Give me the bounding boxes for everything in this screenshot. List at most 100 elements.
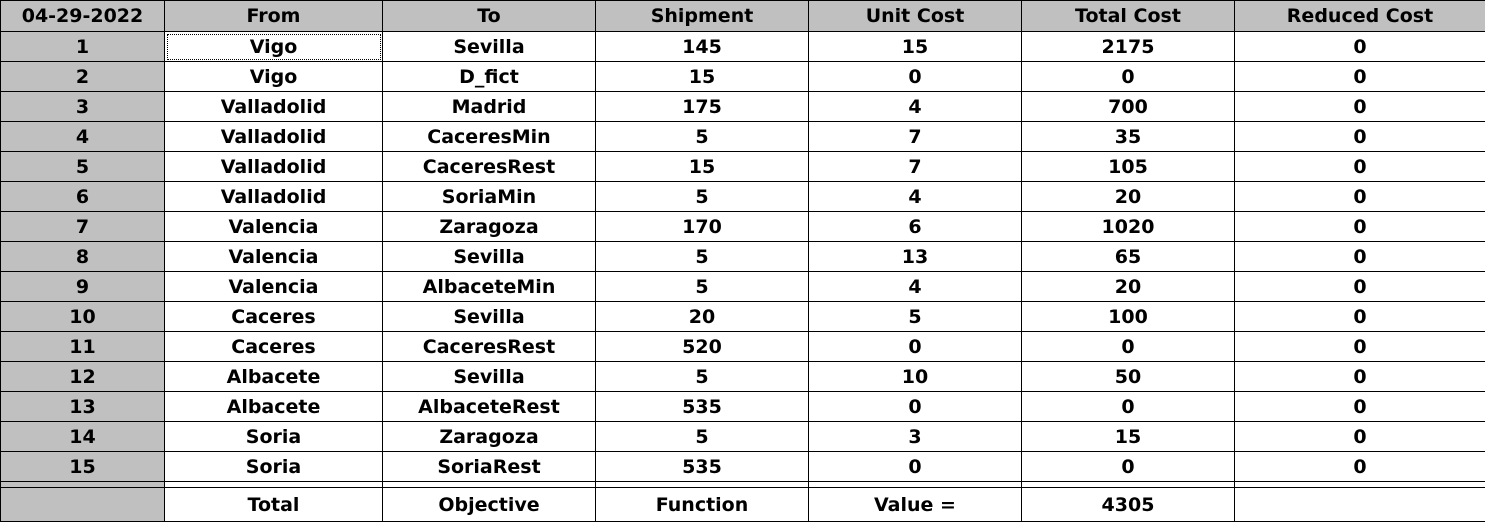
cell-to[interactable]: Sevilla (382, 241, 596, 272)
row-header[interactable] (0, 487, 165, 522)
cell-from[interactable]: Valladolid (164, 181, 383, 212)
cell-shipment[interactable]: 20 (595, 301, 809, 332)
row-number[interactable]: 2 (0, 61, 165, 92)
cell-from[interactable]: Valladolid (164, 91, 383, 122)
cell-from[interactable]: Valencia (164, 241, 383, 272)
cell-total-cost[interactable]: 20 (1021, 271, 1235, 302)
cell-unit-cost[interactable]: 6 (808, 211, 1022, 242)
total-label[interactable]: Total (164, 487, 383, 522)
cell-unit-cost[interactable]: 4 (808, 91, 1022, 122)
row-number[interactable]: 15 (0, 451, 165, 482)
cell-to[interactable]: Sevilla (382, 31, 596, 62)
cell-to[interactable]: AlbaceteMin (382, 271, 596, 302)
cell-unit-cost[interactable]: 0 (808, 331, 1022, 362)
cell-from[interactable]: Soria (164, 421, 383, 452)
cell-shipment[interactable]: 5 (595, 241, 809, 272)
cell-shipment[interactable]: 535 (595, 391, 809, 422)
row-number[interactable]: 10 (0, 301, 165, 332)
row-number[interactable]: 4 (0, 121, 165, 152)
cell-to[interactable]: Sevilla (382, 301, 596, 332)
row-number[interactable]: 5 (0, 151, 165, 182)
cell-reduced-cost[interactable]: 0 (1234, 331, 1485, 362)
cell-from[interactable]: Valladolid (164, 151, 383, 182)
cell-shipment[interactable]: 520 (595, 331, 809, 362)
cell-to[interactable]: CaceresRest (382, 151, 596, 182)
cell-total-cost[interactable]: 700 (1021, 91, 1235, 122)
cell-shipment[interactable]: 145 (595, 31, 809, 62)
cell-unit-cost[interactable]: 10 (808, 361, 1022, 392)
cell-unit-cost[interactable]: 5 (808, 301, 1022, 332)
cell-total-cost[interactable]: 0 (1021, 391, 1235, 422)
cell-total-cost[interactable]: 1020 (1021, 211, 1235, 242)
column-header-total-cost[interactable]: Total Cost (1021, 0, 1235, 32)
row-number[interactable]: 9 (0, 271, 165, 302)
cell-to[interactable]: Sevilla (382, 361, 596, 392)
cell-to[interactable]: Madrid (382, 91, 596, 122)
cell-shipment[interactable]: 5 (595, 181, 809, 212)
cell-total-cost[interactable]: 15 (1021, 421, 1235, 452)
cell-total-cost[interactable]: 50 (1021, 361, 1235, 392)
function-label[interactable]: Function (595, 487, 809, 522)
cell-reduced-cost[interactable]: 0 (1234, 91, 1485, 122)
column-header-shipment[interactable]: Shipment (595, 0, 809, 32)
cell-from[interactable]: Vigo (164, 31, 383, 62)
cell-reduced-cost[interactable]: 0 (1234, 31, 1485, 62)
cell-total-cost[interactable]: 65 (1021, 241, 1235, 272)
cell-to[interactable]: Zaragoza (382, 211, 596, 242)
cell-from[interactable]: Valladolid (164, 121, 383, 152)
cell-from[interactable]: Soria (164, 451, 383, 482)
row-number[interactable]: 3 (0, 91, 165, 122)
cell-reduced-cost[interactable]: 0 (1234, 151, 1485, 182)
cell-from[interactable]: Caceres (164, 331, 383, 362)
cell-reduced-cost[interactable]: 0 (1234, 61, 1485, 92)
cell-shipment[interactable]: 5 (595, 361, 809, 392)
row-number[interactable]: 6 (0, 181, 165, 212)
cell-unit-cost[interactable]: 0 (808, 61, 1022, 92)
row-number[interactable]: 1 (0, 31, 165, 62)
cell-unit-cost[interactable]: 13 (808, 241, 1022, 272)
value-label[interactable]: Value = (808, 487, 1022, 522)
column-header-to[interactable]: To (382, 0, 596, 32)
cell-total-cost[interactable]: 35 (1021, 121, 1235, 152)
cell-total-cost[interactable]: 0 (1021, 61, 1235, 92)
cell-shipment[interactable]: 535 (595, 451, 809, 482)
row-number[interactable]: 7 (0, 211, 165, 242)
cell-unit-cost[interactable]: 7 (808, 121, 1022, 152)
cell-from[interactable]: Albacete (164, 361, 383, 392)
cell-to[interactable]: SoriaMin (382, 181, 596, 212)
cell-from[interactable]: Albacete (164, 391, 383, 422)
cell-from[interactable]: Valencia (164, 271, 383, 302)
cell-shipment[interactable]: 5 (595, 271, 809, 302)
cell-reduced-cost[interactable]: 0 (1234, 271, 1485, 302)
cell-total-cost[interactable]: 0 (1021, 331, 1235, 362)
cell-total-cost[interactable]: 0 (1021, 451, 1235, 482)
cell-unit-cost[interactable]: 3 (808, 421, 1022, 452)
cell-unit-cost[interactable]: 0 (808, 451, 1022, 482)
cell-to[interactable]: SoriaRest (382, 451, 596, 482)
cell-unit-cost[interactable]: 7 (808, 151, 1022, 182)
cell-shipment[interactable]: 175 (595, 91, 809, 122)
column-header-from[interactable]: From (164, 0, 383, 32)
cell-to[interactable]: D_fict (382, 61, 596, 92)
cell-reduced-cost[interactable]: 0 (1234, 451, 1485, 482)
cell-total-cost[interactable]: 20 (1021, 181, 1235, 212)
cell-reduced-cost[interactable]: 0 (1234, 301, 1485, 332)
cell-reduced-cost[interactable]: 0 (1234, 361, 1485, 392)
row-number[interactable]: 11 (0, 331, 165, 362)
cell-to[interactable]: CaceresMin (382, 121, 596, 152)
row-number[interactable]: 14 (0, 421, 165, 452)
cell-to[interactable]: AlbaceteRest (382, 391, 596, 422)
cell-shipment[interactable]: 15 (595, 151, 809, 182)
cell-total-cost[interactable]: 100 (1021, 301, 1235, 332)
cell-shipment[interactable]: 15 (595, 61, 809, 92)
cell-unit-cost[interactable]: 4 (808, 271, 1022, 302)
cell-unit-cost[interactable]: 15 (808, 31, 1022, 62)
empty-cell[interactable] (1234, 487, 1485, 522)
objective-value[interactable]: 4305 (1021, 487, 1235, 522)
cell-from[interactable]: Valencia (164, 211, 383, 242)
cell-from[interactable]: Vigo (164, 61, 383, 92)
cell-reduced-cost[interactable]: 0 (1234, 181, 1485, 212)
cell-unit-cost[interactable]: 0 (808, 391, 1022, 422)
cell-reduced-cost[interactable]: 0 (1234, 121, 1485, 152)
cell-reduced-cost[interactable]: 0 (1234, 211, 1485, 242)
